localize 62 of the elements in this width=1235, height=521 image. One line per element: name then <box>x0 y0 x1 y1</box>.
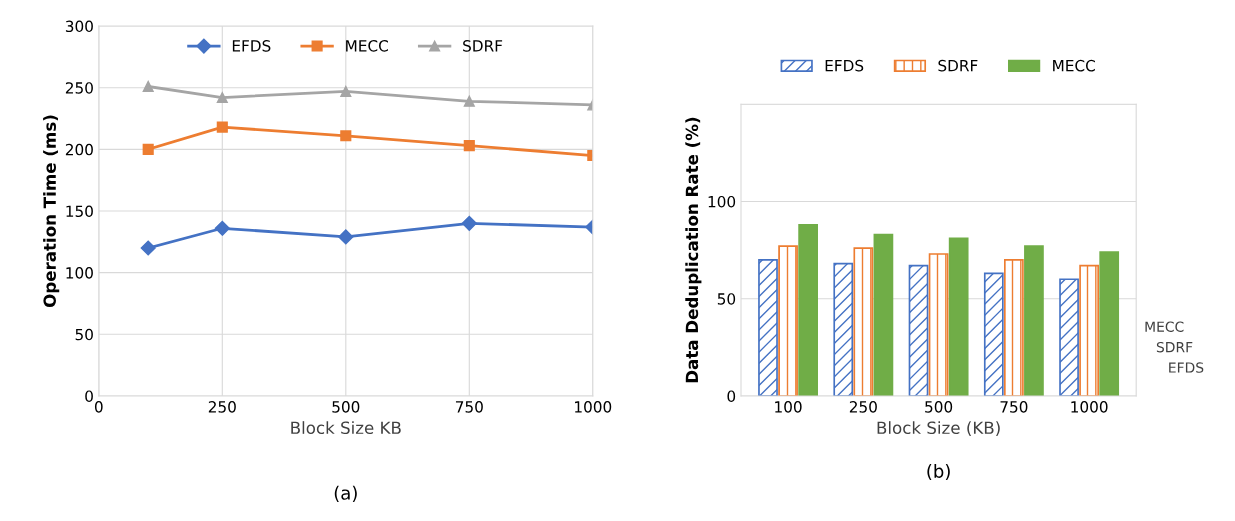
x-tick-label: 1000 <box>1071 401 1108 413</box>
text: SDRF <box>1156 341 1193 353</box>
bar <box>778 245 798 396</box>
legend-label: EFDS <box>232 40 271 52</box>
bar <box>1099 251 1120 396</box>
x-tick-label: 250 <box>208 401 236 413</box>
point <box>214 220 230 236</box>
x-tick-label: 0 <box>94 401 103 413</box>
bar <box>873 233 894 396</box>
text: (b) <box>927 463 950 481</box>
y-tick-label: 50 <box>75 328 93 341</box>
x-tick-label: 750 <box>1000 401 1028 413</box>
bar <box>853 247 874 396</box>
legend-label: SDRF <box>938 59 978 72</box>
point <box>340 130 352 142</box>
legend-label: MECC <box>346 40 388 52</box>
y-tick-label: 0 <box>727 390 736 402</box>
bar <box>758 258 778 396</box>
point <box>140 240 156 256</box>
point <box>463 140 475 152</box>
point <box>216 121 228 133</box>
bar <box>948 237 969 396</box>
y-tick-label: 200 <box>65 143 93 156</box>
y-axis-title: Operation Time (ms) <box>43 115 60 308</box>
bar <box>908 264 929 396</box>
bar <box>833 262 854 396</box>
legend-label: SDRF <box>463 40 503 52</box>
bar <box>1024 245 1044 396</box>
point <box>216 92 228 104</box>
bar <box>1079 264 1100 396</box>
legend-label: EFDS <box>825 59 864 72</box>
point <box>340 85 352 97</box>
y-tick-label: 50 <box>717 293 736 305</box>
text: EFDS <box>1169 362 1204 373</box>
y-axis-title: Data Deduplication Rate (%) <box>685 117 702 383</box>
bar <box>983 272 1004 396</box>
point <box>463 95 475 107</box>
y-tick-label: 300 <box>65 20 93 33</box>
x-axis-title: Block Size (KB) <box>877 421 1000 437</box>
x-tick-label: 750 <box>455 401 483 413</box>
x-tick-label: 500 <box>332 401 360 413</box>
y-tick-label: 150 <box>66 205 93 218</box>
bar <box>928 253 949 396</box>
text: (a) <box>334 485 357 502</box>
legend-label: MECC <box>1053 59 1095 72</box>
point <box>142 80 154 93</box>
x-tick-label: 100 <box>775 401 802 413</box>
point <box>142 143 154 155</box>
x-tick-label: 250 <box>849 401 877 413</box>
bar <box>1059 278 1079 396</box>
point <box>338 229 354 245</box>
y-tick-label: 0 <box>85 390 93 402</box>
x-axis-title: Block Size KB <box>291 421 401 435</box>
y-tick-label: 100 <box>66 267 93 279</box>
x-tick-label: 500 <box>925 401 953 413</box>
y-tick-label: 250 <box>65 82 93 94</box>
bar <box>1003 258 1024 396</box>
x-tick-label: 1000 <box>575 401 612 413</box>
y-tick-label: 100 <box>708 195 736 208</box>
bar <box>798 223 819 396</box>
point <box>461 215 477 231</box>
text: MECC <box>1145 321 1184 332</box>
